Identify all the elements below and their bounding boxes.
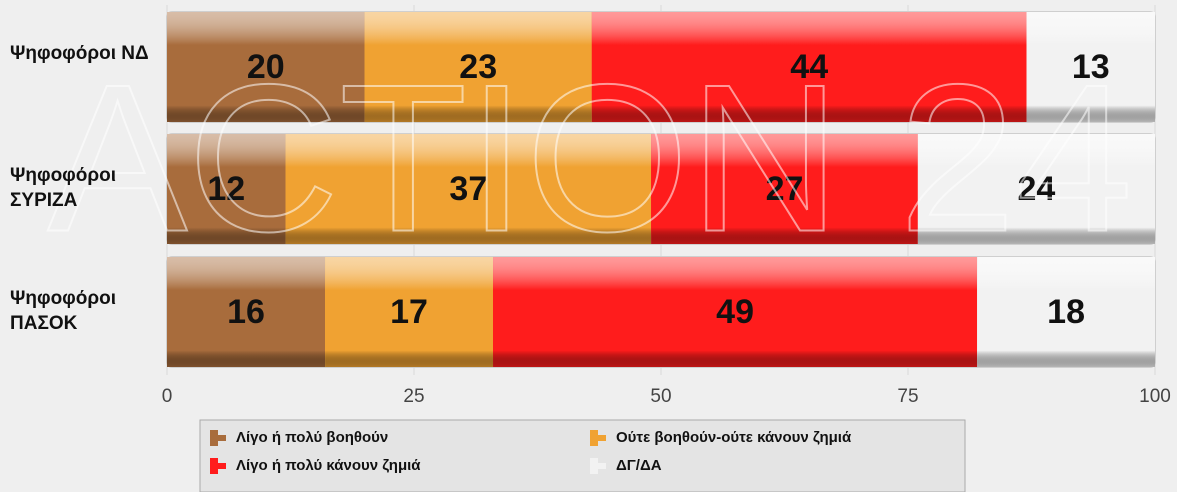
bar	[285, 134, 652, 244]
data-label: 18	[1047, 293, 1085, 331]
legend-swatch	[218, 435, 226, 441]
bar	[325, 257, 494, 367]
data-label: 27	[766, 170, 804, 208]
bar	[651, 134, 918, 244]
data-label: 12	[207, 170, 245, 208]
bar	[167, 12, 365, 122]
data-label: 17	[390, 293, 428, 331]
x-tick-label: 100	[1139, 386, 1171, 407]
bar	[977, 257, 1155, 367]
bar	[591, 12, 1027, 122]
bar	[917, 134, 1155, 244]
bar	[1026, 12, 1155, 122]
legend-label: Ούτε βοηθούν-ούτε κάνουν ζημιά	[616, 429, 852, 446]
watermark: ACTION 24	[47, 40, 1132, 275]
x-tick-label: 50	[650, 386, 671, 407]
bar	[493, 257, 978, 367]
legend-label: Λίγο ή πολύ κάνουν ζημιά	[236, 457, 421, 474]
data-label: 49	[716, 293, 754, 331]
legend-box	[199, 419, 966, 492]
data-label: 24	[1018, 170, 1056, 208]
x-tick-label: 0	[162, 386, 173, 407]
data-label: 23	[459, 48, 497, 86]
legend-swatch	[210, 458, 218, 474]
category-label: Ψηφοφόροι ΠΑΣΟΚ	[10, 288, 117, 334]
bar	[364, 12, 592, 122]
legend-label: ΔΓ/ΔΑ	[616, 457, 662, 474]
bar	[167, 134, 286, 244]
data-label: 44	[790, 48, 828, 86]
legend-swatch	[598, 463, 606, 469]
legend-swatch	[590, 430, 598, 446]
data-label: 16	[227, 293, 265, 331]
legend-swatch	[218, 463, 226, 469]
legend-swatch	[598, 435, 606, 441]
legend-swatch	[590, 458, 598, 474]
legend-label: Λίγο ή πολύ βοηθούν	[236, 429, 388, 446]
x-tick-label: 25	[403, 386, 424, 407]
data-label: 37	[449, 170, 487, 208]
x-tick-label: 75	[897, 386, 918, 407]
data-label: 20	[247, 48, 285, 86]
bar	[167, 257, 326, 367]
category-label: Ψηφοφόροι ΣΥΡΙΖΑ	[10, 165, 117, 211]
legend-swatch	[210, 430, 218, 446]
category-label: Ψηφοφόροι ΝΔ	[10, 43, 149, 64]
data-label: 13	[1072, 48, 1110, 86]
